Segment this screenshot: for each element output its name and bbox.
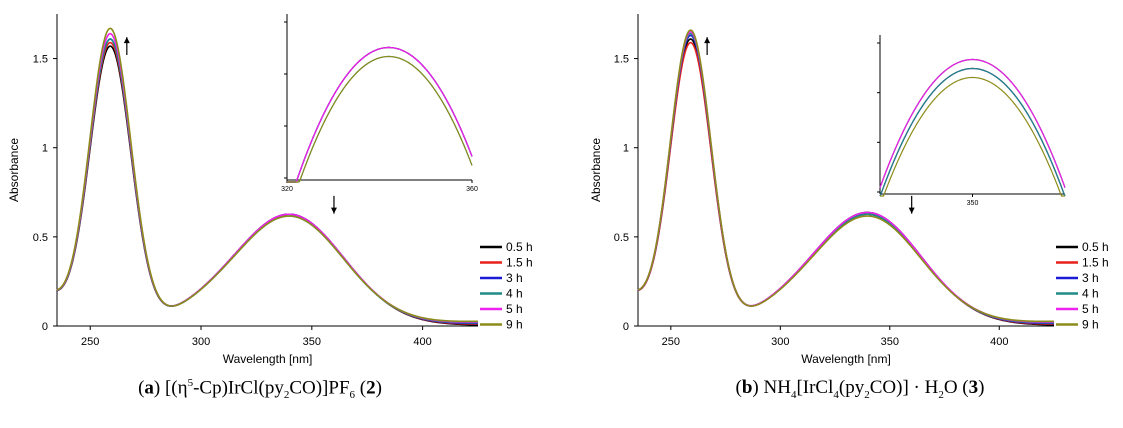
chart-panel-a: 250 300 350 400 0 0.5 1 1.5 Wavelength [nm] Absor… xyxy=(7,14,533,366)
inset-x-tick-label: 350 xyxy=(967,200,979,207)
y-tick-label: 0 xyxy=(42,321,48,333)
inset-series-4h xyxy=(879,67,1066,197)
series-line-15h xyxy=(637,41,1055,325)
inset-series-9h xyxy=(880,76,1065,197)
x-axis-title: Wavelength [nm] xyxy=(223,352,313,366)
inset-series-15h xyxy=(287,46,473,183)
x-tick-label: 250 xyxy=(662,336,680,348)
x-tick-label: 350 xyxy=(881,336,899,348)
y-tick-label: 1 xyxy=(623,143,629,155)
x-tick-label: 250 xyxy=(81,336,99,348)
legend-label: 3 h xyxy=(506,271,523,285)
x-axis-title: Wavelength [nm] xyxy=(801,352,891,366)
caption-b-compound: 3 xyxy=(968,377,979,398)
x-tick-label: 300 xyxy=(192,336,210,348)
arrow-up-head xyxy=(704,37,711,44)
caption-b: (b) NH4[IrCl4(py2CO)] · H2O (3) xyxy=(735,377,985,401)
inset-x-tick-label: 320 xyxy=(281,186,293,193)
x-tick-label: 400 xyxy=(413,336,431,348)
inset-series-3h xyxy=(287,46,473,183)
legend-label: 4 h xyxy=(1082,287,1099,301)
inset-series-5h xyxy=(287,46,473,183)
legend-label: 5 h xyxy=(1082,302,1099,316)
x-tick-label: 350 xyxy=(303,336,321,348)
inset-panel: 350 xyxy=(877,35,1066,207)
series-line-05h xyxy=(637,38,1055,326)
y-tick-label: 0.5 xyxy=(614,232,629,244)
arrow-down-head xyxy=(330,207,337,214)
y-axis-title: Absorbance xyxy=(7,138,21,202)
series-line-4h xyxy=(56,38,478,324)
inset-series-05h xyxy=(287,46,473,183)
series-line-9h xyxy=(56,27,479,323)
legend-label: 0.5 h xyxy=(1082,240,1109,254)
series-line-3h xyxy=(56,38,478,325)
y-tick-label: 1.5 xyxy=(614,54,629,66)
series-line-05h xyxy=(56,45,479,326)
arrow-down-head xyxy=(908,207,915,214)
series-line-15h xyxy=(56,41,479,325)
legend-label: 9 h xyxy=(1082,318,1099,332)
legend-label: 1.5 h xyxy=(506,256,533,270)
series-line-9h xyxy=(637,29,1055,323)
x-tick-label: 400 xyxy=(990,336,1008,348)
x-tick-label: 300 xyxy=(771,336,789,348)
legend-label: 1.5 h xyxy=(1082,256,1109,270)
legend-label: 3 h xyxy=(1082,271,1099,285)
y-tick-label: 1 xyxy=(42,143,48,155)
y-tick-label: 0 xyxy=(623,321,629,333)
inset-series-4h xyxy=(287,55,473,183)
inset-series-5h xyxy=(879,58,1066,188)
series-line-3h xyxy=(637,34,1054,325)
y-axis-title: Absorbance xyxy=(589,138,603,202)
inset-panel: 320 360 xyxy=(281,14,478,193)
y-tick-label: 1.5 xyxy=(33,54,48,66)
caption-a-label: a xyxy=(144,377,154,399)
legend-label: 0.5 h xyxy=(506,240,533,254)
caption-b-label: b xyxy=(741,377,753,398)
caption-a-compound: 2 xyxy=(366,377,376,399)
legend-label: 5 h xyxy=(506,302,523,316)
chart-panel-b: 250 300 350 400 0 0.5 1 1.5 Wavelength [nm] Absor… xyxy=(589,14,1109,366)
caption-a: (a) [(η5-Cp)IrCl(py2CO)]PF6 (2) xyxy=(138,377,382,402)
inset-x-tick-label: 360 xyxy=(466,186,478,193)
arrow-up-head xyxy=(123,37,130,44)
y-tick-label: 0.5 xyxy=(33,232,48,244)
legend-label: 4 h xyxy=(506,287,523,301)
legend-label: 9 h xyxy=(506,318,523,332)
inset-series-9h xyxy=(287,55,473,183)
